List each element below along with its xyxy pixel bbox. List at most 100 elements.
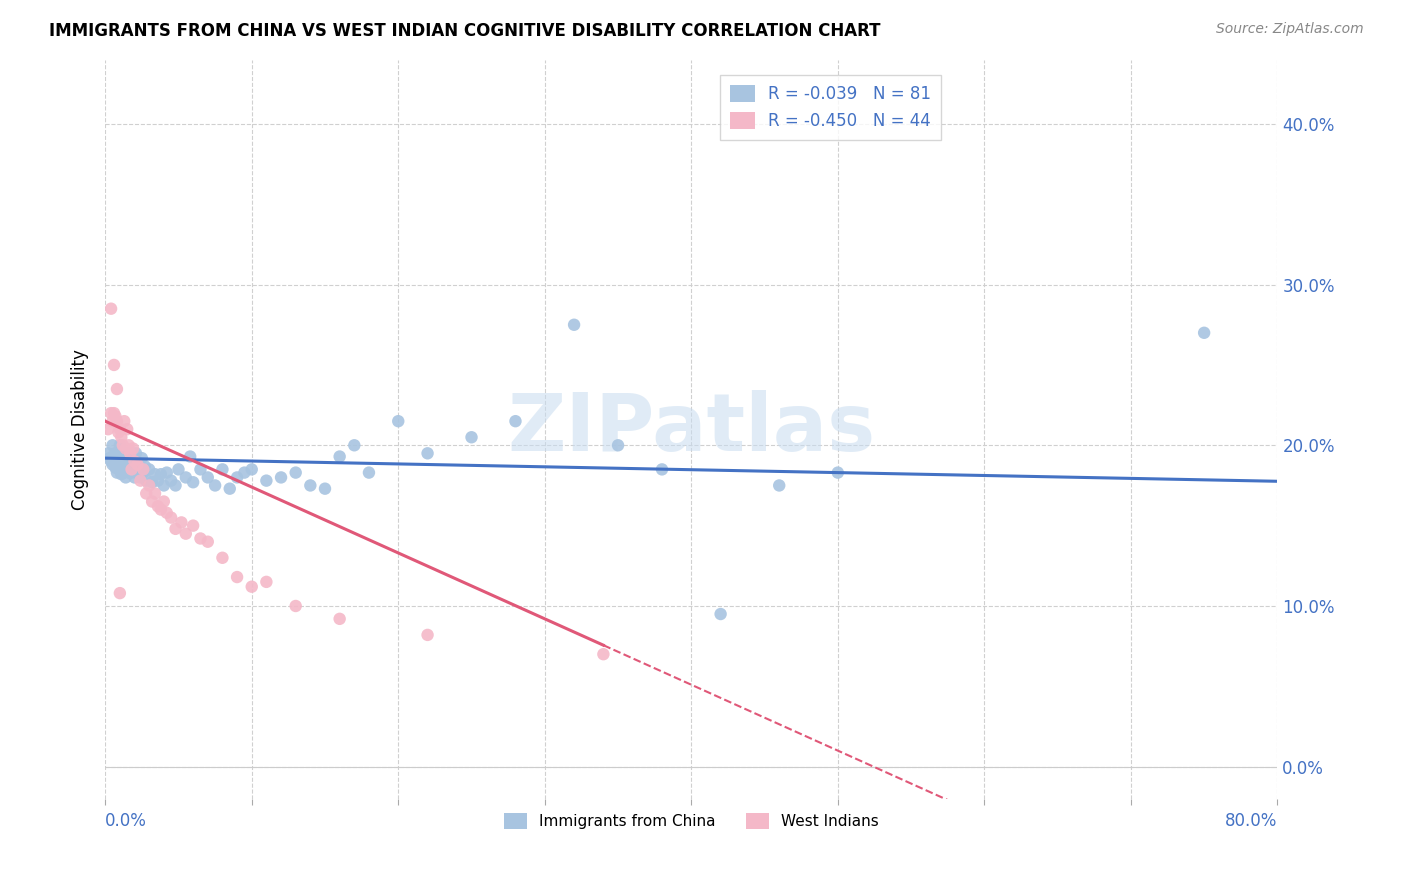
Point [270, 470, 292, 484]
Point [149, 502, 172, 516]
Point [284, 466, 307, 480]
Point [107, 446, 129, 460]
Point [103, 406, 125, 420]
Point [132, 462, 155, 476]
Point [233, 466, 256, 480]
Point [108, 462, 131, 476]
Point [197, 470, 219, 484]
Point [174, 526, 197, 541]
Point [1192, 326, 1215, 340]
Point [211, 462, 233, 476]
Text: IMMIGRANTS FROM CHINA VS WEST INDIAN COGNITIVE DISABILITY CORRELATION CHART: IMMIGRANTS FROM CHINA VS WEST INDIAN COG… [49, 22, 880, 40]
Point [141, 475, 163, 490]
Point [204, 478, 226, 492]
Point [114, 470, 136, 484]
Point [416, 446, 439, 460]
Point [254, 474, 277, 488]
Point [592, 647, 614, 661]
Point [112, 458, 135, 472]
Point [153, 494, 176, 508]
Point [240, 462, 263, 476]
Point [111, 438, 134, 452]
Point [111, 466, 134, 480]
Point [115, 422, 138, 436]
Point [110, 467, 132, 482]
Text: Source: ZipAtlas.com: Source: ZipAtlas.com [1216, 22, 1364, 37]
Point [108, 422, 131, 436]
Text: 80.0%: 80.0% [1225, 812, 1278, 830]
Point [146, 500, 169, 514]
Point [181, 518, 204, 533]
Point [100, 406, 122, 420]
Point [197, 534, 219, 549]
Point [104, 409, 127, 424]
Text: 0.0%: 0.0% [105, 812, 148, 830]
Point [211, 550, 233, 565]
Point [121, 466, 143, 480]
Point [122, 442, 145, 456]
Point [108, 586, 131, 600]
Point [104, 460, 127, 475]
Point [165, 478, 187, 492]
Point [129, 470, 152, 484]
Point [226, 470, 249, 484]
Point [121, 454, 143, 468]
Point [114, 442, 136, 456]
Text: ZIPatlas: ZIPatlas [508, 390, 876, 468]
Point [607, 438, 630, 452]
Point [120, 459, 142, 474]
Point [135, 474, 157, 488]
Point [156, 466, 179, 480]
Point [115, 462, 138, 476]
Point [357, 466, 380, 480]
Point [329, 450, 352, 464]
Point [118, 466, 141, 480]
Point [651, 462, 673, 476]
Point [153, 478, 176, 492]
Point [190, 462, 212, 476]
Point [181, 475, 204, 490]
Point [146, 474, 169, 488]
Point [226, 570, 249, 584]
Point [143, 467, 166, 482]
Point [108, 438, 131, 452]
Legend: Immigrants from China, West Indians: Immigrants from China, West Indians [498, 807, 884, 836]
Point [101, 458, 124, 472]
Point [343, 438, 366, 452]
Point [112, 450, 135, 464]
Point [254, 574, 277, 589]
Point [105, 466, 128, 480]
Y-axis label: Cognitive Disability: Cognitive Disability [72, 349, 89, 509]
Point [114, 446, 136, 460]
Point [107, 458, 129, 472]
Point [101, 414, 124, 428]
Point [132, 466, 155, 480]
Point [160, 510, 183, 524]
Point [167, 462, 190, 476]
Point [97, 422, 120, 436]
Point [120, 446, 142, 460]
Point [387, 414, 409, 428]
Point [124, 454, 146, 468]
Point [112, 414, 135, 428]
Point [121, 462, 143, 476]
Point [103, 358, 125, 372]
Point [143, 486, 166, 500]
Point [284, 599, 307, 613]
Point [240, 580, 263, 594]
Point [170, 516, 193, 530]
Point [128, 458, 150, 472]
Point [156, 506, 179, 520]
Point [174, 470, 197, 484]
Point [124, 470, 146, 484]
Point [827, 466, 849, 480]
Point [165, 522, 187, 536]
Point [110, 454, 132, 468]
Point [135, 486, 157, 500]
Point [127, 466, 149, 480]
Point [110, 430, 132, 444]
Point [100, 454, 122, 468]
Point [129, 474, 152, 488]
Point [768, 478, 790, 492]
Point [460, 430, 482, 444]
